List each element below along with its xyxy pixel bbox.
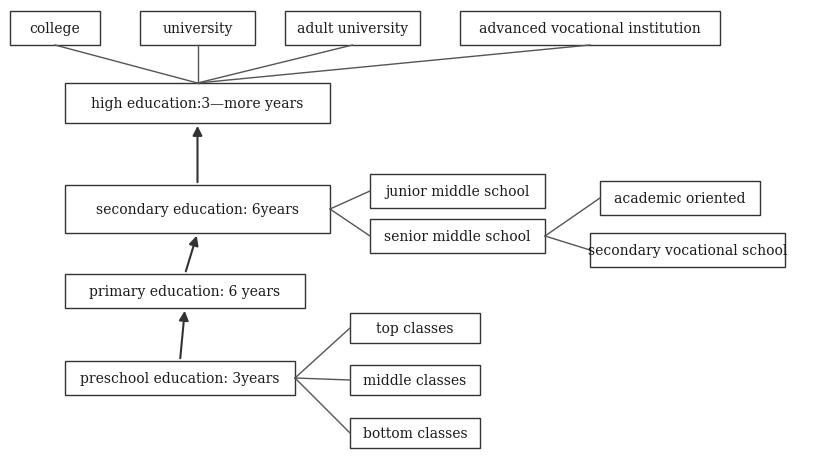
Text: bottom classes: bottom classes xyxy=(362,426,467,440)
Text: senior middle school: senior middle school xyxy=(384,230,531,244)
Bar xyxy=(350,313,480,343)
Text: junior middle school: junior middle school xyxy=(385,185,529,199)
Bar xyxy=(65,186,330,233)
Bar xyxy=(350,418,480,448)
Bar xyxy=(10,12,100,46)
Bar xyxy=(65,275,305,308)
Text: secondary vocational school: secondary vocational school xyxy=(588,244,787,257)
Text: middle classes: middle classes xyxy=(363,373,466,387)
Text: high education:3—more years: high education:3—more years xyxy=(91,97,304,111)
Text: adult university: adult university xyxy=(297,22,408,36)
Bar xyxy=(140,12,255,46)
Bar xyxy=(460,12,720,46)
Text: academic oriented: academic oriented xyxy=(614,192,746,206)
Text: top classes: top classes xyxy=(376,321,454,335)
Text: university: university xyxy=(162,22,232,36)
Bar xyxy=(600,181,760,216)
Text: preschool education: 3years: preschool education: 3years xyxy=(81,371,279,385)
Bar xyxy=(65,361,295,395)
Text: primary education: 6 years: primary education: 6 years xyxy=(90,284,280,298)
Bar xyxy=(350,365,480,395)
Text: college: college xyxy=(29,22,81,36)
Bar xyxy=(285,12,420,46)
Bar xyxy=(65,84,330,124)
Bar xyxy=(370,175,545,208)
Bar xyxy=(590,233,785,268)
Text: advanced vocational institution: advanced vocational institution xyxy=(479,22,701,36)
Bar xyxy=(370,219,545,253)
Text: secondary education: 6years: secondary education: 6years xyxy=(96,202,299,217)
